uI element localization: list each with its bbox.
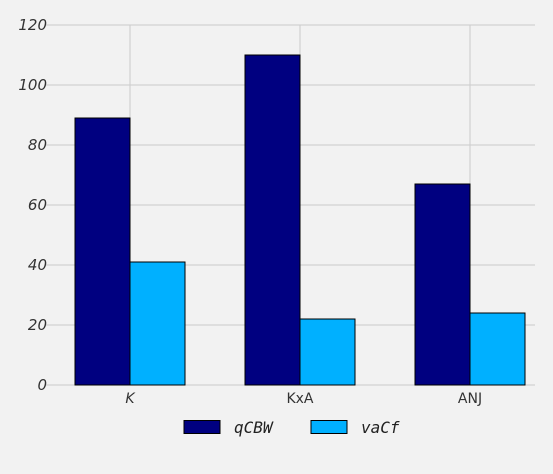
y-tick-label: 100 <box>18 76 47 94</box>
bar-qCBW-KxA <box>244 54 301 386</box>
y-tick-label: 40 <box>28 256 47 274</box>
y-tick-label: 0 <box>37 376 47 394</box>
y-tick-label: 120 <box>18 16 47 34</box>
bar-vaCf-KxA <box>299 318 356 386</box>
legend-label-vaCf: vaCf <box>361 418 400 437</box>
y-axis-ticks: 0 20 40 60 80 100 120 <box>18 16 47 394</box>
legend: qCBW vaCf <box>183 418 400 437</box>
y-tick-label: 20 <box>28 316 47 334</box>
legend-swatch-qCBW <box>183 420 221 434</box>
x-tick-label: K <box>125 391 136 407</box>
bar-vaCf-K <box>129 261 186 386</box>
bar-qCBW-ANJ <box>414 183 471 386</box>
bars <box>74 54 526 386</box>
x-tick-label: KxA <box>286 391 313 407</box>
legend-swatch-vaCf <box>310 420 348 434</box>
x-axis-ticks: K KxA ANJ <box>125 391 482 407</box>
x-tick-label: ANJ <box>458 391 482 407</box>
y-tick-label: 80 <box>28 136 47 154</box>
y-tick-label: 60 <box>28 196 47 214</box>
bar-qCBW-K <box>74 117 131 386</box>
bar-vaCf-ANJ <box>469 312 526 386</box>
legend-label-qCBW: qCBW <box>234 418 274 437</box>
